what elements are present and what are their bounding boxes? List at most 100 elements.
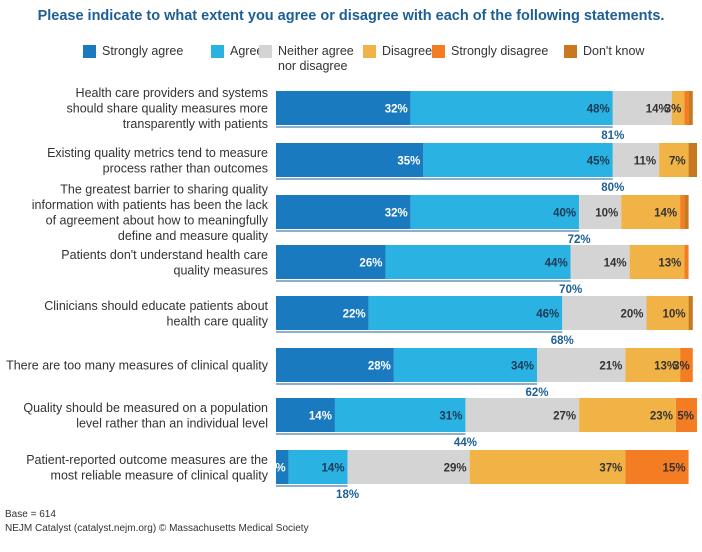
chart-footer: Base = 614 NEJM Catalyst (catalyst.nejm.… — [5, 508, 309, 536]
data-label: 10% — [663, 309, 686, 321]
bar-segment-neither-agree-nor-disagree — [570, 245, 630, 279]
bar-segment-agree — [288, 450, 348, 484]
category-label: Health care providers and systems should … — [67, 86, 269, 131]
legend-item-strongly-agree: Strongly agree — [83, 44, 183, 59]
legend-label: Don't know — [583, 44, 645, 58]
category-label: Quality should be measured on a populati… — [23, 401, 268, 431]
bar-segment-agree — [334, 398, 466, 432]
legend-label: Agree — [230, 44, 264, 58]
category-label: Clinicians should educate patients about… — [44, 299, 269, 329]
legend-swatch — [83, 45, 96, 58]
data-label: 21% — [599, 361, 622, 373]
bar-segment-don-t-know — [688, 296, 693, 330]
legend-label: Neither agree nor disagree — [278, 44, 354, 73]
bar-segment-strongly-agree — [276, 245, 386, 279]
net-agree-label: 81% — [601, 130, 624, 142]
data-label: 45% — [587, 156, 610, 168]
bar-segment-strongly-disagree — [680, 348, 693, 382]
category-label: Existing quality metrics tend to measure… — [47, 146, 268, 176]
bar-segment-agree — [393, 348, 538, 382]
bar-segment-strongly-agree — [276, 398, 335, 432]
data-label: 23% — [650, 411, 673, 423]
data-label: 28% — [368, 361, 391, 373]
data-label: 22% — [343, 309, 366, 321]
data-label: 14% — [604, 258, 627, 270]
bar-segment-neither-agree-nor-disagree — [465, 398, 580, 432]
bar-segment-strongly-disagree — [680, 195, 685, 229]
data-label: 35% — [397, 156, 420, 168]
legend-label: Strongly agree — [102, 44, 184, 58]
bar-segment-neither-agree-nor-disagree — [612, 91, 672, 125]
net-agree-label: 68% — [551, 335, 574, 347]
bar-row: Clinicians should educate patients about… — [44, 296, 693, 347]
bar-segment-disagree — [579, 398, 676, 432]
legend-swatch — [211, 45, 224, 58]
data-label: 10% — [595, 208, 618, 220]
data-label: 14% — [654, 208, 677, 220]
bar-segment-disagree — [469, 450, 626, 484]
data-label: 31% — [439, 411, 462, 423]
legend-swatch — [363, 45, 376, 58]
bar-segment-strongly-agree — [276, 348, 394, 382]
net-agree-label: 80% — [601, 182, 624, 194]
bar-segment-strongly-disagree — [684, 91, 689, 125]
bar-segment-disagree — [646, 296, 689, 330]
category-label: Patients don't understand health care qua… — [61, 248, 268, 278]
bar-segment-neither-agree-nor-disagree — [537, 348, 626, 382]
data-label: 13% — [654, 361, 677, 373]
bar-segment-strongly-disagree — [675, 398, 697, 432]
category-label: There are too many measures of clinical … — [6, 359, 269, 373]
legend-swatch — [259, 45, 272, 58]
data-label: 14% — [322, 463, 345, 475]
bar-row: There are too many measures of clinical … — [6, 348, 693, 399]
data-label: 3% — [665, 104, 682, 116]
bar-segment-agree — [423, 143, 613, 177]
data-label: 32% — [385, 208, 408, 220]
data-label: 46% — [536, 309, 559, 321]
bar-segment-don-t-know — [688, 143, 697, 177]
legend-swatch — [564, 45, 577, 58]
net-agree-label: 18% — [336, 489, 359, 501]
data-label: 15% — [663, 463, 686, 475]
net-agree-label: 62% — [526, 387, 549, 399]
bar-segment-strongly-disagree — [684, 245, 689, 279]
bar-row: Patients don't understand health care qua… — [61, 245, 689, 296]
base-note: Base = 614 — [5, 509, 56, 520]
source-note: NEJM Catalyst (catalyst.nejm.org) © Mass… — [5, 523, 309, 534]
data-label: 14% — [646, 104, 669, 116]
bar-segment-disagree — [659, 143, 689, 177]
bar-segment-agree — [385, 245, 571, 279]
legend-item-don-t-know: Don't know — [564, 44, 644, 59]
bar-segment-disagree — [621, 195, 681, 229]
legend-item-disagree: Disagree — [363, 44, 432, 59]
bar-segment-agree — [410, 91, 613, 125]
bar-row: The greatest barrier to sharing quality i… — [32, 182, 689, 246]
legend-label: Disagree — [382, 44, 433, 58]
data-label: 3% — [673, 361, 690, 373]
category-label: Patient-reported outcome measures are th… — [26, 453, 269, 483]
legend-swatch — [432, 45, 445, 58]
category-label: The greatest barrier to sharing quality i… — [32, 182, 269, 243]
net-agree-label: 70% — [559, 284, 582, 296]
bar-segment-strongly-agree — [276, 450, 289, 484]
data-label: 44% — [545, 258, 568, 270]
data-label: 14% — [309, 411, 332, 423]
data-label: 37% — [599, 463, 622, 475]
data-label: 29% — [444, 463, 467, 475]
data-label: 11% — [634, 156, 656, 168]
bar-segment-agree — [368, 296, 563, 330]
chart-title: Please indicate to what extent you agree… — [37, 8, 665, 24]
legend-item-agree: Agree — [211, 44, 263, 59]
bar-segment-strongly-agree — [276, 195, 411, 229]
bar-segment-neither-agree-nor-disagree — [612, 143, 660, 177]
data-label: 13% — [658, 258, 681, 270]
net-agree-label: 44% — [454, 437, 477, 449]
bar-segment-agree — [410, 195, 580, 229]
net-agree-label: 72% — [568, 234, 591, 246]
bar-row: Health care providers and systems should … — [67, 86, 693, 142]
legend-item-strongly-disagree: Strongly disagree — [432, 44, 548, 59]
bar-segment-strongly-disagree — [625, 450, 689, 484]
data-label: 20% — [620, 309, 643, 321]
bar-segment-disagree — [671, 91, 685, 125]
data-label: 26% — [359, 258, 382, 270]
